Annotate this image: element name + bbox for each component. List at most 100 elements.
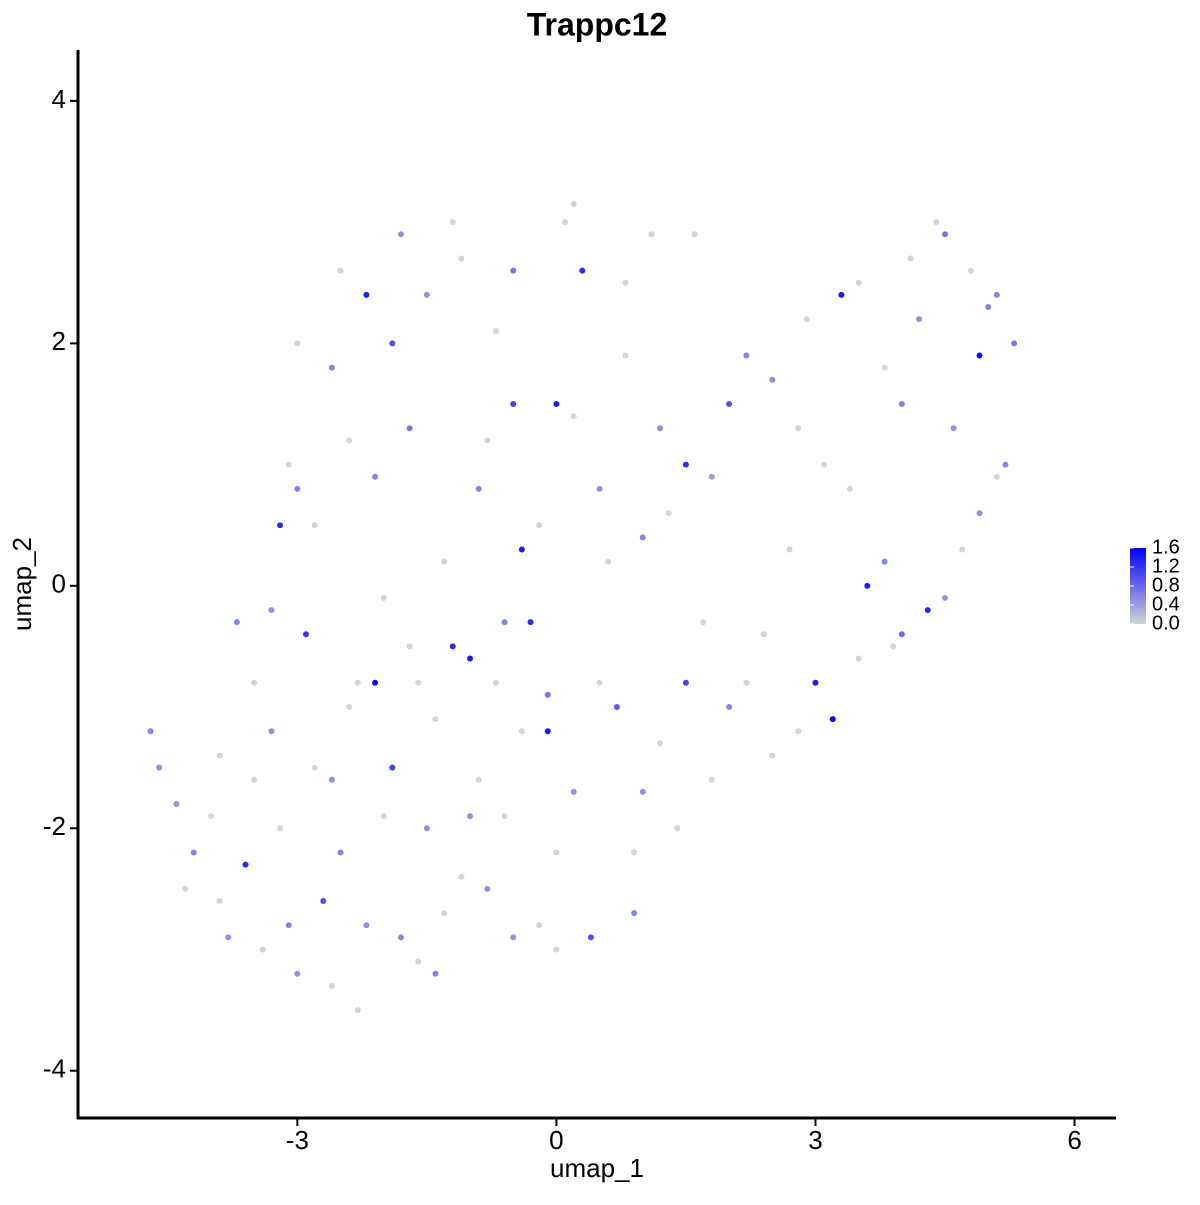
- point: [337, 849, 344, 856]
- point: [812, 679, 819, 686]
- point: [415, 958, 422, 965]
- point: [415, 679, 422, 686]
- point: [285, 922, 292, 929]
- point: [821, 461, 828, 468]
- point: [760, 631, 767, 638]
- point: [380, 594, 387, 601]
- point: [397, 934, 404, 941]
- point: [294, 485, 301, 492]
- point: [553, 400, 560, 407]
- point: [337, 267, 344, 274]
- point: [881, 364, 888, 371]
- point: [639, 788, 646, 795]
- point: [657, 740, 664, 747]
- point: [743, 352, 750, 359]
- point: [501, 813, 508, 820]
- point: [907, 255, 914, 262]
- point: [553, 946, 560, 953]
- point: [372, 679, 379, 686]
- point: [484, 437, 491, 444]
- point: [890, 643, 897, 650]
- point: [657, 425, 664, 432]
- point: [501, 619, 508, 626]
- x-axis-label: umap_1: [550, 1153, 644, 1183]
- point: [389, 340, 396, 347]
- point: [484, 885, 491, 892]
- point: [441, 910, 448, 917]
- point: [268, 728, 275, 735]
- point: [216, 898, 223, 905]
- point: [682, 679, 689, 686]
- point: [216, 752, 223, 759]
- point: [622, 279, 629, 286]
- point: [726, 400, 733, 407]
- point: [510, 934, 517, 941]
- y-tick-label: 2: [52, 326, 66, 356]
- point: [251, 679, 258, 686]
- x-tick-label: 0: [549, 1125, 563, 1155]
- colorbar-tick-label: 1.2: [1152, 555, 1180, 577]
- point: [397, 231, 404, 238]
- point: [510, 267, 517, 274]
- point: [492, 679, 499, 686]
- point: [518, 546, 525, 553]
- point: [277, 522, 284, 529]
- point: [182, 885, 189, 892]
- y-tick-label: 4: [52, 84, 66, 114]
- point: [553, 849, 560, 856]
- x-tick-label: -3: [286, 1125, 309, 1155]
- point: [233, 619, 240, 626]
- point: [475, 485, 482, 492]
- x-tick-label: 6: [1067, 1125, 1081, 1155]
- y-axis-label: umap_2: [7, 537, 37, 631]
- chart-title: Trappc12: [527, 6, 668, 42]
- point: [311, 522, 318, 529]
- point: [570, 788, 577, 795]
- point: [993, 291, 1000, 298]
- point: [423, 825, 430, 832]
- point: [993, 473, 1000, 480]
- point: [225, 934, 232, 941]
- point: [380, 813, 387, 820]
- point: [354, 679, 361, 686]
- point: [475, 776, 482, 783]
- point: [173, 801, 180, 808]
- point: [328, 364, 335, 371]
- point: [803, 316, 810, 323]
- point: [363, 922, 370, 929]
- point: [864, 582, 871, 589]
- point: [207, 813, 214, 820]
- y-tick-label: -2: [43, 811, 66, 841]
- point: [708, 776, 715, 783]
- point: [942, 231, 949, 238]
- point: [328, 982, 335, 989]
- point: [795, 425, 802, 432]
- point: [536, 922, 543, 929]
- colorbar-tick-label: 0.4: [1152, 593, 1180, 615]
- x-tick-label: 3: [808, 1125, 822, 1155]
- point: [346, 704, 353, 711]
- point: [639, 534, 646, 541]
- y-tick-label: 0: [52, 569, 66, 599]
- point: [406, 425, 413, 432]
- point: [665, 510, 672, 517]
- point: [596, 679, 603, 686]
- point: [795, 728, 802, 735]
- point: [147, 728, 154, 735]
- point: [708, 473, 715, 480]
- point: [268, 607, 275, 614]
- point: [613, 704, 620, 711]
- point: [302, 631, 309, 638]
- colorbar-tick-label: 1.6: [1152, 536, 1180, 558]
- point: [855, 655, 862, 662]
- y-tick-label: -4: [43, 1054, 66, 1084]
- point: [898, 631, 905, 638]
- point: [251, 776, 258, 783]
- point: [458, 255, 465, 262]
- point: [950, 425, 957, 432]
- point: [631, 910, 638, 917]
- point: [691, 231, 698, 238]
- point: [829, 716, 836, 723]
- point: [855, 279, 862, 286]
